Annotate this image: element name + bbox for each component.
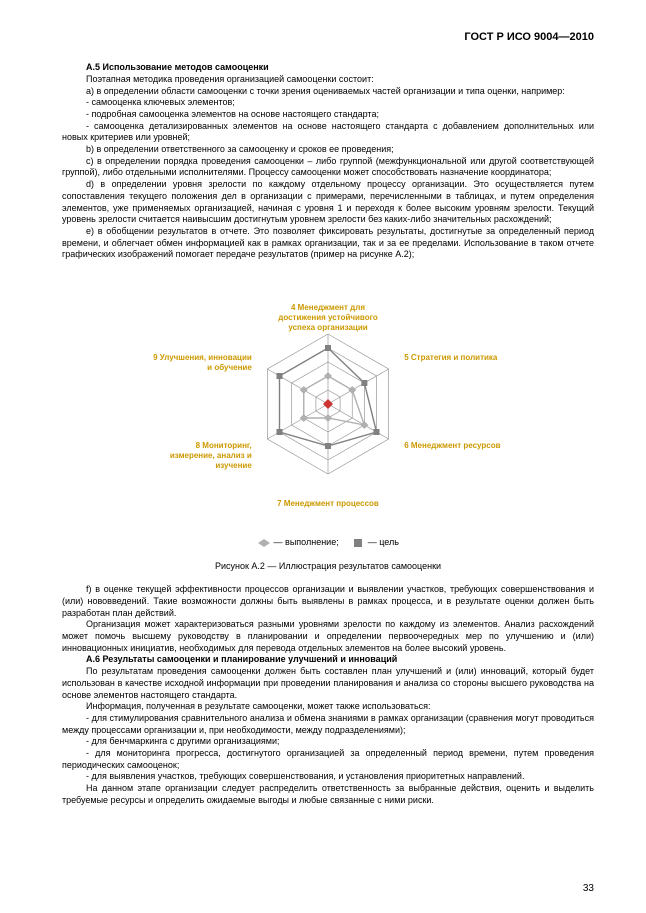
svg-text:изучение: изучение <box>215 461 252 470</box>
svg-text:9 Улучшения, инновации: 9 Улучшения, инновации <box>153 353 252 362</box>
radar-chart-container: 4 Менеджмент длядостижения устойчивогоус… <box>62 269 594 580</box>
figure-caption: Рисунок А.2 — Иллюстрация результатов са… <box>215 561 441 573</box>
svg-text:4 Менеджмент для: 4 Менеджмент для <box>291 303 365 312</box>
list-item: - для выявления участков, требующих сове… <box>62 771 594 783</box>
body-text: Информация, полученная в результате само… <box>62 701 594 713</box>
body-text: d) в определении уровня зрелости по кажд… <box>62 179 594 226</box>
svg-text:8 Мониторинг,: 8 Мониторинг, <box>196 441 252 450</box>
body-text: b) в определении ответственного за самоо… <box>62 144 594 156</box>
body-text: с) в определении порядка проведения само… <box>62 156 594 179</box>
body-text: а) в определении области самооценки с то… <box>62 86 594 98</box>
standard-header: ГОСТ Р ИСО 9004—2010 <box>62 30 594 44</box>
svg-text:7 Менеджмент процессов: 7 Менеджмент процессов <box>277 499 379 508</box>
list-item: - для бенчмаркинга с другими организация… <box>62 736 594 748</box>
list-item: - для мониторинга прогресса, достигнутог… <box>62 748 594 771</box>
list-item: - самооценка детализированных элементов … <box>62 121 594 144</box>
diamond-icon <box>257 538 271 548</box>
svg-text:6 Менеджмент ресурсов: 6 Менеджмент ресурсов <box>404 441 500 450</box>
section-a6-title: А.6 Результаты самооценки и планирование… <box>62 654 594 666</box>
chart-legend: — выполнение; — цель <box>257 537 399 549</box>
body-text: По результатам проведения самооценки дол… <box>62 666 594 701</box>
svg-text:и обучение: и обучение <box>207 363 252 372</box>
svg-text:успеха организации: успеха организации <box>288 323 367 332</box>
document-page: ГОСТ Р ИСО 9004—2010 А.5 Использование м… <box>0 0 646 913</box>
page-number: 33 <box>583 882 594 895</box>
list-item: - для стимулирования сравнительного анал… <box>62 713 594 736</box>
list-item: - самооценка ключевых элементов; <box>62 97 594 109</box>
svg-text:5 Стратегия и политика: 5 Стратегия и политика <box>404 353 498 362</box>
radar-chart: 4 Менеджмент длядостижения устойчивогоус… <box>143 269 513 529</box>
body-text: На данном этапе организации следует расп… <box>62 783 594 806</box>
body-text: Поэтапная методика проведения организаци… <box>62 74 594 86</box>
list-item: - подробная самооценка элементов на осно… <box>62 109 594 121</box>
body-text: f) в оценке текущей эффективности процес… <box>62 584 594 619</box>
svg-text:достижения устойчивого: достижения устойчивого <box>278 313 378 322</box>
section-a5-title: А.5 Использование методов самооценки <box>62 62 594 74</box>
svg-text:измерение, анализ и: измерение, анализ и <box>170 451 252 460</box>
body-text: е) в обобщении результатов в отчете. Это… <box>62 226 594 261</box>
body-text: Организация может характеризоваться разн… <box>62 619 594 654</box>
square-icon <box>351 538 365 548</box>
legend-item: — цель <box>368 537 399 547</box>
legend-item: — выполнение; <box>274 537 339 547</box>
